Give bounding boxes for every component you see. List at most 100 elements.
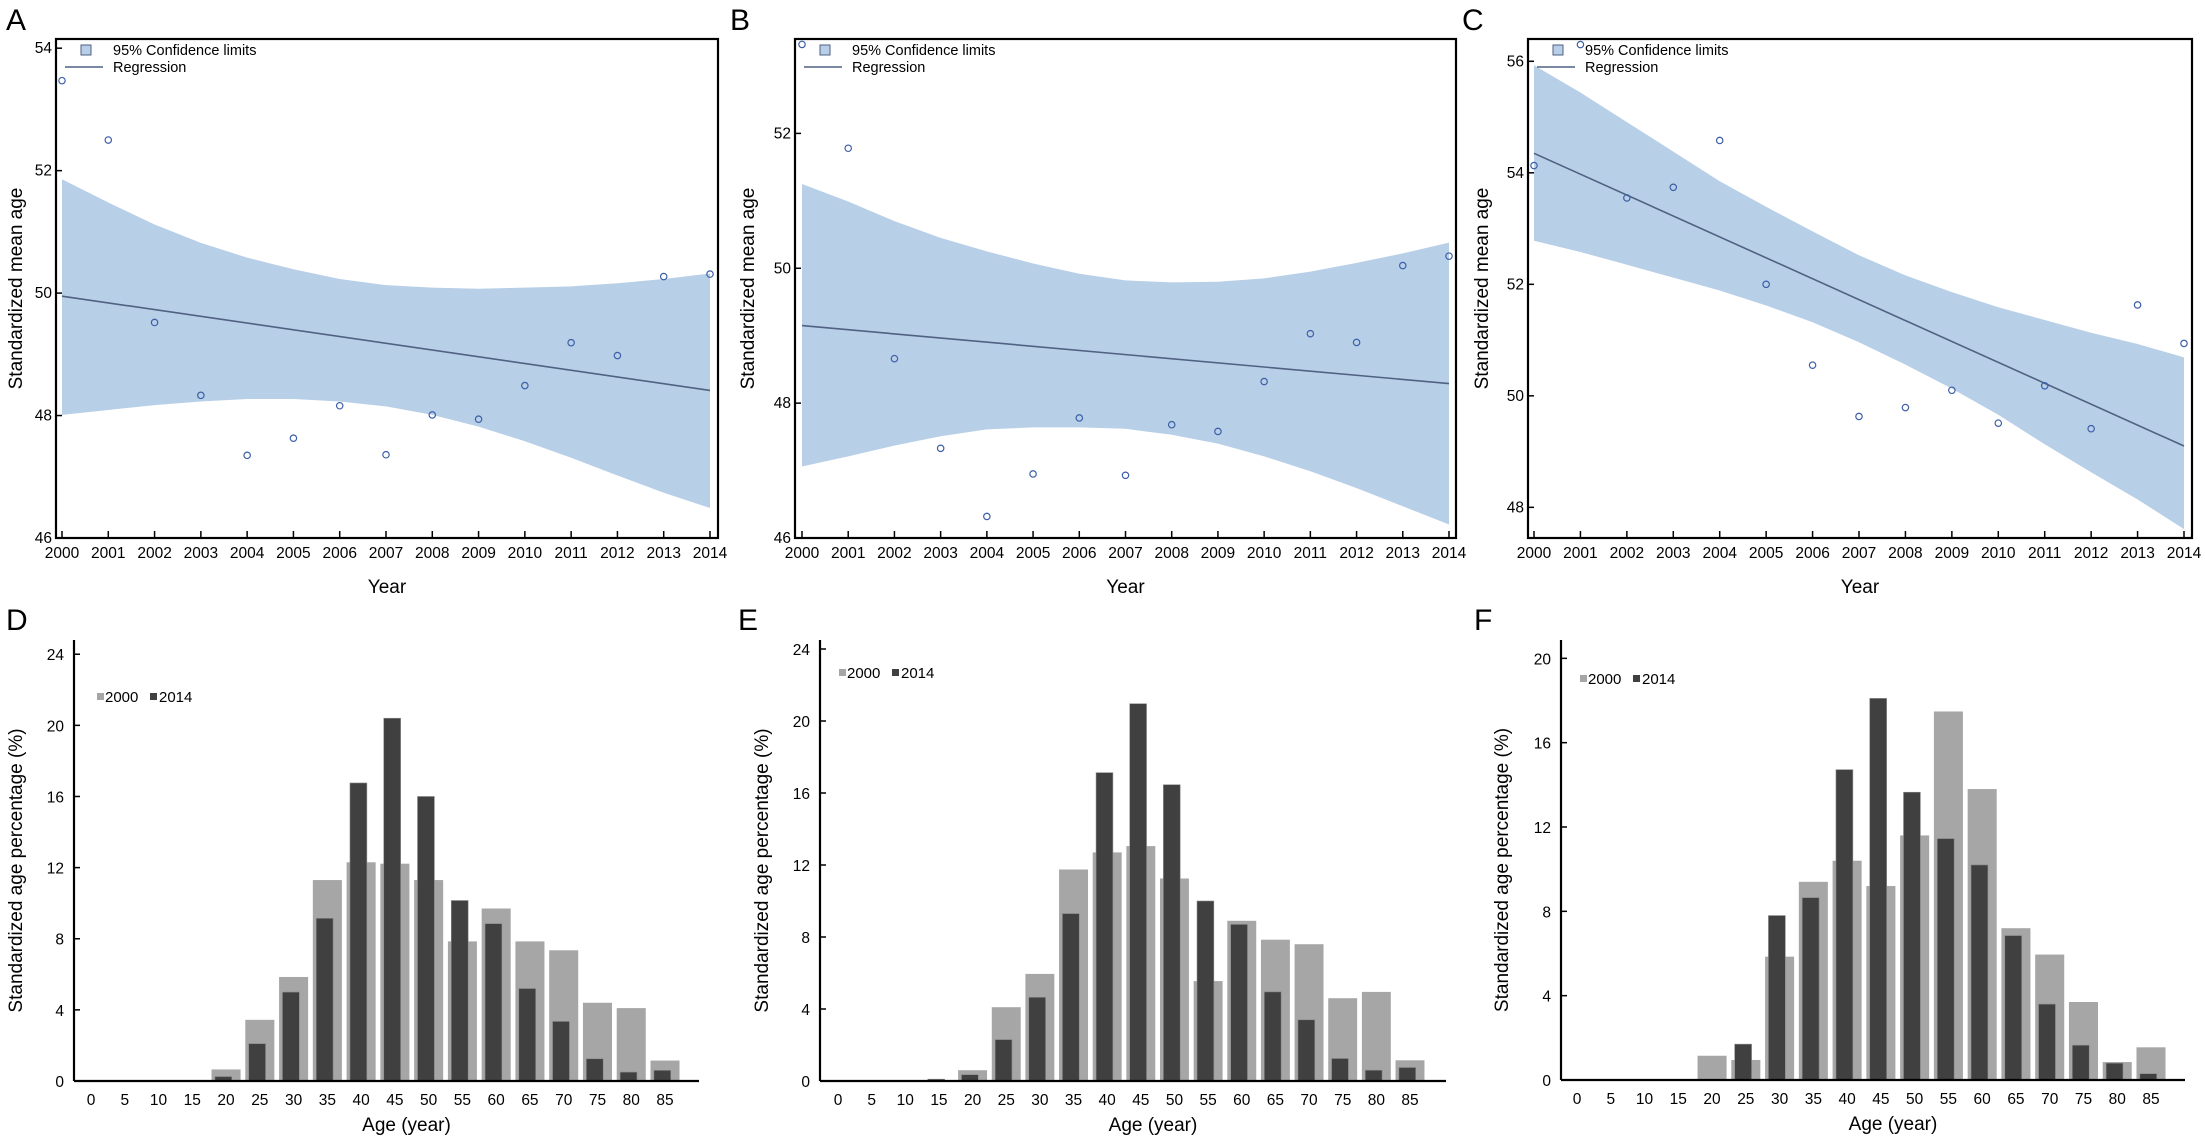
x-tick-label: 2008 [1154,545,1188,562]
regression-line [61,295,711,392]
data-point [613,351,622,360]
x-tick-label: 2009 [1935,545,1969,562]
x-tick-label: 50 [1906,1091,1924,1108]
data-point [2133,301,2142,309]
y-tick-label: 54 [1507,165,1525,182]
y-tick-label: 20 [47,718,65,735]
panel-c: C 48 50 52 54 56 2000 2001 2002 2003 2004 2005 2006 2… [1462,4,2202,598]
data-point [936,444,945,453]
x-tick-label: 2003 [923,545,957,562]
data-point [1167,420,1176,429]
y-tick-label: 0 [1542,1073,1551,1090]
data-point [150,318,159,327]
bar-2014 [1062,913,1080,1082]
legend-swatch-2000 [839,669,846,676]
x-tick-label: 25 [251,1092,268,1109]
x-tick-label: 25 [998,1092,1015,1109]
bar-2014 [417,796,435,1082]
x-axis-title: Age (year) [362,1115,451,1136]
x-tick-label: 10 [150,1092,168,1109]
data-point [890,354,899,363]
x-tick-label: 25 [1737,1091,1754,1108]
bar-2014 [1264,991,1282,1082]
y-axis-title: Standardized mean age [6,188,27,390]
data-point [1855,412,1863,421]
panel-letter: D [6,604,28,637]
y-axis-title: Standardized mean age [738,188,759,390]
data-point [1398,261,1407,270]
x-tick-label: 35 [319,1092,336,1109]
regression-line [1533,152,2185,447]
y-tick-label: 16 [793,786,810,803]
x-tick-label: 20 [1703,1091,1721,1108]
x-tick-label: 2002 [1610,545,1644,562]
x-tick-label: 2009 [1201,545,1235,562]
x-tick-label: 60 [488,1092,506,1109]
x-tick-label: 55 [454,1092,471,1109]
x-tick-label: 2003 [1656,545,1690,562]
confidence-band [1534,65,2184,530]
y-axis-title: Standardized mean age [1472,188,1493,390]
bar-2014 [1129,703,1147,1082]
bar-2014 [1869,698,1887,1081]
panel-letter: A [6,4,26,37]
bar-2014 [2105,1062,2124,1081]
y-tick-label: 0 [55,1074,64,1091]
x-tick-label: 65 [1267,1092,1284,1109]
bar-2014 [518,988,536,1082]
y-tick-label: 24 [47,647,65,664]
y-tick-label: 52 [774,125,791,142]
bar-2014 [1364,1069,1383,1082]
x-tick-label: 5 [867,1092,876,1109]
x-tick-label: 35 [1065,1092,1082,1109]
data-point [983,512,991,521]
x-tick-label: 2006 [1795,545,1829,562]
data-point [335,401,344,410]
y-tick-label: 16 [1534,736,1551,753]
x-tick-label: 2006 [1062,545,1096,562]
x-tick-label: 2000 [45,545,80,562]
panel-d: D 0 4 8 12 16 20 24 0 5 10 15 20 25 30 35 40 45 50 55 60 65 70… [6,604,699,1136]
y-tick-label: 54 [35,40,53,57]
y-axis-title: Standardized age percentage (%) [6,728,27,1012]
panel-letter: F [1474,604,1492,637]
x-tick-label: 2002 [137,545,171,562]
x-tick-label: 35 [1805,1091,1822,1108]
x-tick-label: 45 [1132,1092,1149,1109]
x-tick-label: 2010 [1981,545,2016,562]
x-tick-label: 45 [386,1092,403,1109]
x-tick-label: 70 [1300,1092,1318,1109]
x-tick-label: 85 [2142,1091,2159,1108]
x-tick-label: 85 [1401,1092,1418,1109]
bar-2014 [450,900,469,1082]
bar-2014 [552,1021,570,1082]
x-tick-label: 80 [2109,1091,2127,1108]
y-tick-label: 4 [801,1002,810,1019]
x-tick-label: 30 [285,1092,303,1109]
bar-2014 [1331,1058,1349,1082]
data-point [2087,424,2095,433]
data-point [289,434,298,443]
plot-frame [1526,37,2194,540]
x-tick-label: 40 [1099,1092,1117,1109]
bar-2014 [1398,1067,1417,1082]
x-tick-label: 2010 [508,545,543,562]
data-point [1994,419,2003,427]
y-tick-label: 46 [35,530,52,547]
y-tick-label: 12 [1534,820,1551,837]
legend-label-regression: Regression [852,60,925,76]
x-tick-label: 2000 [785,545,820,562]
x-tick-label: 60 [1974,1091,1992,1108]
x-tick-label: 2011 [554,545,587,562]
x-tick-label: 2004 [230,545,265,562]
x-tick-label: 2001 [831,545,865,562]
y-tick-label: 8 [801,930,810,947]
bar-2014 [1163,784,1181,1082]
x-tick-label: 10 [1636,1091,1654,1108]
x-tick-label: 2012 [600,545,634,562]
bar-2014 [2038,1003,2056,1081]
confidence-legend-swatch [80,44,92,56]
panel-f: F 0 4 8 12 16 20 0 5 10 15 20 25 30 35 40 45 50 55 60 65 70 75… [1474,604,2185,1135]
data-point [798,40,806,49]
data-point [104,136,113,144]
